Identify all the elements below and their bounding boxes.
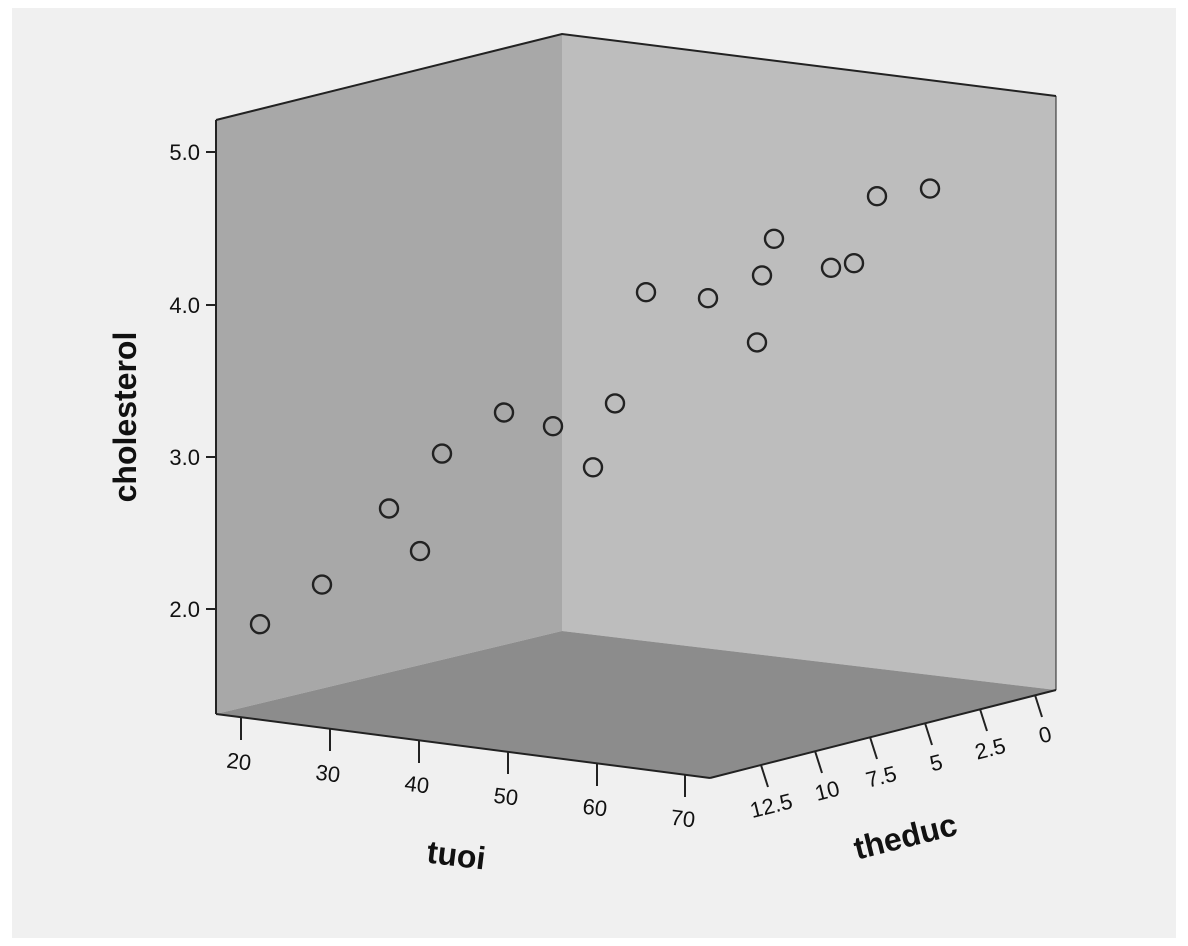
- y-tick-mark: [979, 708, 988, 732]
- data-point: [409, 540, 431, 562]
- back-wall: [562, 34, 1056, 690]
- y-axis-line: [709, 689, 1057, 779]
- data-point: [843, 253, 865, 274]
- z-axis-title: cholesterol: [107, 332, 143, 503]
- y-tick-label: 2.5: [972, 733, 1008, 765]
- data-point: [746, 332, 768, 353]
- x-tick-label: 30: [314, 760, 341, 788]
- z-tick-label: 5.0: [169, 140, 200, 165]
- data-point: [866, 185, 888, 207]
- data-point: [751, 265, 773, 286]
- data-point: [604, 393, 626, 414]
- data-point: [919, 178, 941, 199]
- x-tick-label: 70: [669, 805, 696, 833]
- y-axis-ticks: 12.5 10 7.5 5 2.5 0: [747, 694, 1054, 823]
- data-point: [635, 282, 657, 303]
- x-axis-line: [215, 713, 711, 779]
- z-tick-label: 3.0: [169, 445, 200, 470]
- y-tick-mark: [924, 722, 933, 746]
- data-point: [493, 402, 515, 423]
- y-tick-mark: [760, 764, 769, 788]
- y-tick-mark: [869, 736, 878, 760]
- y-tick-label: 7.5: [863, 761, 899, 793]
- floor: [216, 631, 1056, 778]
- y-tick-label: 5: [927, 749, 945, 776]
- y-tick-label: 12.5: [747, 788, 795, 823]
- z-tick-label: 2.0: [169, 597, 200, 622]
- x-tick-label: 50: [492, 783, 519, 811]
- data-points: [249, 178, 941, 635]
- x-tick-label: 60: [581, 794, 608, 822]
- data-point: [431, 443, 453, 464]
- chart-walls: [215, 32, 1057, 779]
- z-axis-ticks: 5.0 4.0 3.0 2.0: [169, 140, 216, 622]
- data-point: [378, 498, 400, 519]
- x-axis-ticks: 20 30 40 50 60 70: [225, 718, 697, 833]
- z-tick-label: 4.0: [169, 293, 200, 318]
- data-point: [249, 614, 271, 635]
- y-tick-mark: [1034, 694, 1043, 718]
- y-tick-mark: [814, 750, 823, 774]
- data-point: [697, 288, 719, 309]
- y-axis-title: theduc: [850, 806, 960, 866]
- data-point: [542, 416, 564, 437]
- y-tick-label: 0: [1036, 721, 1054, 748]
- data-point: [582, 457, 604, 478]
- left-wall: [216, 34, 562, 714]
- data-point: [763, 228, 785, 250]
- data-point: [311, 574, 333, 595]
- x-axis-title: tuoi: [425, 834, 488, 877]
- x-tick-label: 20: [225, 748, 252, 776]
- x-tick-label: 40: [403, 771, 430, 799]
- top-edge: [215, 32, 1057, 121]
- y-tick-label: 10: [812, 776, 842, 806]
- data-point: [820, 257, 842, 278]
